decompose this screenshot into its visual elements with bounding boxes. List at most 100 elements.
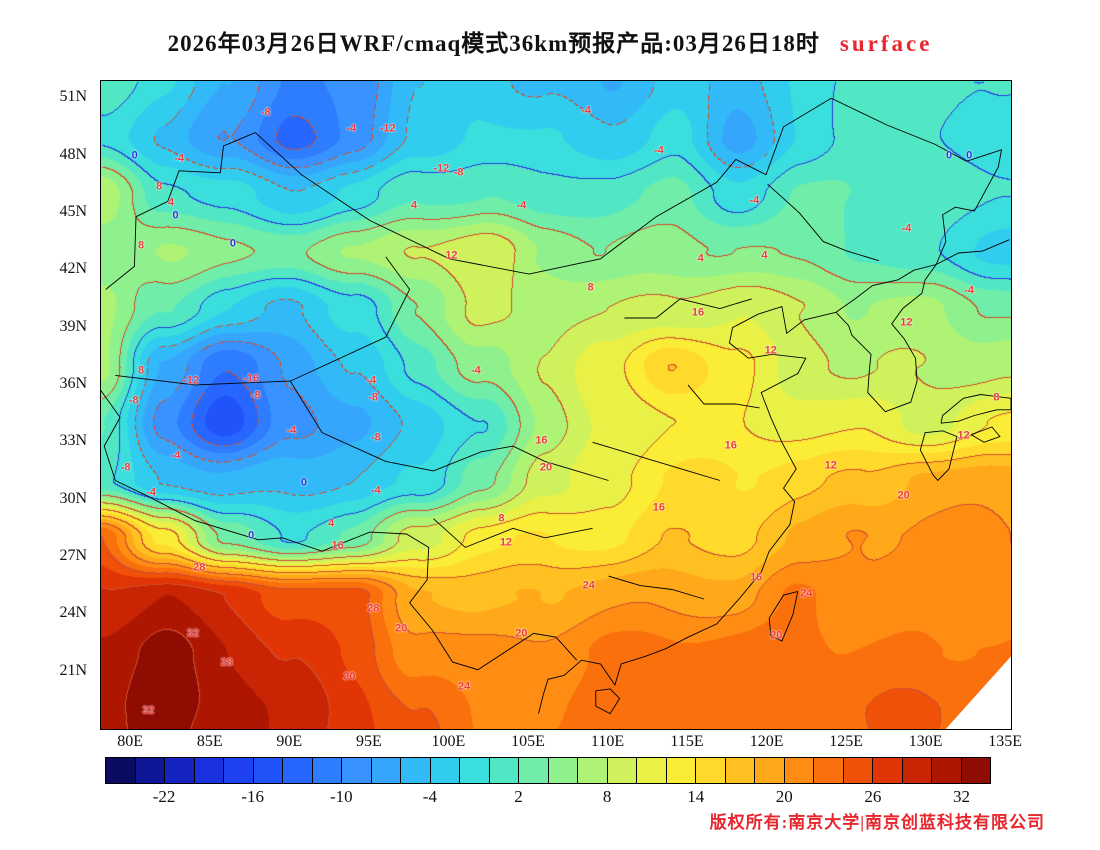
colorbar-cell (135, 758, 165, 783)
contour-label: 4 (168, 196, 175, 209)
contour-label: 16 (750, 571, 763, 584)
contour-label: 20 (395, 622, 408, 635)
contour-label: -16 (243, 372, 260, 385)
lon-tick-label: 115E (670, 733, 704, 750)
colorbar-tick-label: 8 (602, 787, 612, 806)
contour-label: -4 (471, 364, 481, 377)
contour-label: 28 (193, 561, 206, 574)
lat-tick-label: 24N (59, 604, 87, 622)
colorbar-tick-label: 14 (687, 787, 705, 806)
colorbar-cell (342, 758, 372, 783)
lon-tick-label: 95E (356, 733, 382, 750)
lon-tick-label: 130E (908, 733, 943, 750)
boundary-province-6 (687, 384, 760, 409)
contour-label: 0 (172, 209, 179, 222)
contour-label: -4 (346, 122, 357, 135)
contour-label: -12 (183, 374, 200, 387)
contour-label: -4 (146, 486, 156, 499)
map-boundaries-overlay (101, 97, 1011, 729)
boundary-province-5 (624, 298, 752, 319)
contour-label: 16 (691, 306, 705, 319)
contour-label: -4 (370, 484, 381, 497)
colorbar-tick-label: 20 (775, 787, 793, 806)
colorbar-cell (696, 758, 726, 783)
contour-label: 16 (331, 539, 344, 552)
lat-tick-label: 42N (59, 260, 87, 278)
colorbar-cell (401, 758, 431, 783)
colorbar-cell (253, 758, 283, 783)
boundary-border-yalu-tumen (835, 264, 937, 313)
colorbar-cell (283, 758, 313, 783)
colorbar-cell (873, 758, 903, 783)
colorbar-cell (666, 758, 696, 783)
colorbar-cell (755, 758, 785, 783)
contour-label: 20 (515, 627, 528, 640)
lon-tick-label: 135E (988, 733, 1023, 750)
boundary-province-4 (433, 518, 593, 548)
contour-label: 0 (966, 149, 973, 162)
boundary-province-2 (289, 380, 434, 472)
colorbar-cell (637, 758, 667, 783)
colorbar-cell (578, 758, 608, 783)
title-surface-label: surface (839, 31, 933, 56)
colorbar-cell (843, 758, 873, 783)
boundary-island-shikoku (970, 426, 1001, 443)
contour-label: 0 (946, 149, 953, 162)
contour-label: 8 (587, 281, 594, 294)
contour-label: 20 (897, 489, 910, 502)
boundary-coast-russia (935, 239, 1010, 265)
contour-label: 0 (229, 237, 236, 250)
lat-tick-label: 51N (59, 88, 87, 106)
colorbar-ticks: -22 -16 -10 -4 2 8 14 20 26 32 (105, 787, 991, 809)
contour-label: -4 (516, 199, 527, 212)
contour-label: 8 (137, 239, 145, 252)
copyright-text: 版权所有:南京大学|南京创蓝科技有限公司 (709, 813, 1045, 832)
boundary-island-taiwan (768, 590, 799, 642)
lon-tick-label: 85E (196, 733, 223, 750)
colorbar-cell (814, 758, 844, 783)
colorbar-cell (607, 758, 637, 783)
colorbar-cell (106, 758, 136, 783)
contour-label: 20 (539, 461, 553, 474)
colorbar-cell (519, 758, 549, 783)
contour-label: -4 (964, 284, 975, 297)
contour-label: 16 (724, 439, 737, 452)
contour-label: 8 (137, 364, 145, 377)
colorbar-cell (489, 758, 519, 783)
contour-label: -8 (453, 166, 464, 179)
lon-tick-label: 80E (117, 733, 144, 750)
colorbar-cell (725, 758, 755, 783)
contour-label: -8 (120, 461, 131, 474)
colorbar-cell (548, 758, 578, 783)
contour-label: 12 (824, 459, 837, 472)
page-title: 2026年03月26日WRF/cmaq模式36km预报产品:03月26日18时 s… (0, 24, 1100, 58)
colorbar-tick-label: -4 (422, 787, 437, 806)
boundary-island-kyushu (919, 430, 958, 482)
lat-tick-label: 33N (59, 432, 87, 450)
colorbar-cell (932, 758, 962, 783)
boundary-island-hainan (595, 688, 621, 715)
boundary-province-8 (592, 441, 721, 481)
boundary-island-honshu (940, 394, 1011, 424)
contour-label: 32 (186, 627, 200, 640)
contour-label: 20 (770, 629, 783, 642)
contour-label: 0 (300, 476, 307, 489)
lat-tick-label: 21N (59, 661, 87, 679)
contour-label: -4 (174, 152, 185, 165)
contour-label: 8 (498, 512, 505, 525)
projection-clip-wedge (945, 656, 1011, 729)
contour-label: 8 (993, 391, 1000, 404)
contour-label: -8 (250, 389, 261, 402)
colorbar-cell (224, 758, 254, 783)
contour-label: 24 (582, 579, 595, 592)
contour-label: 12 (764, 344, 777, 357)
colorbar (105, 757, 991, 784)
contour-label: 4 (697, 252, 704, 265)
lat-tick-label: 39N (59, 317, 87, 335)
boundary-border-amur (765, 97, 1003, 265)
lat-tick-label: 45N (59, 202, 87, 220)
colorbar-cell (961, 758, 990, 783)
contour-label: 24 (800, 587, 813, 600)
contour-label: -4 (366, 374, 377, 387)
lon-tick-label: 105E (511, 733, 545, 750)
